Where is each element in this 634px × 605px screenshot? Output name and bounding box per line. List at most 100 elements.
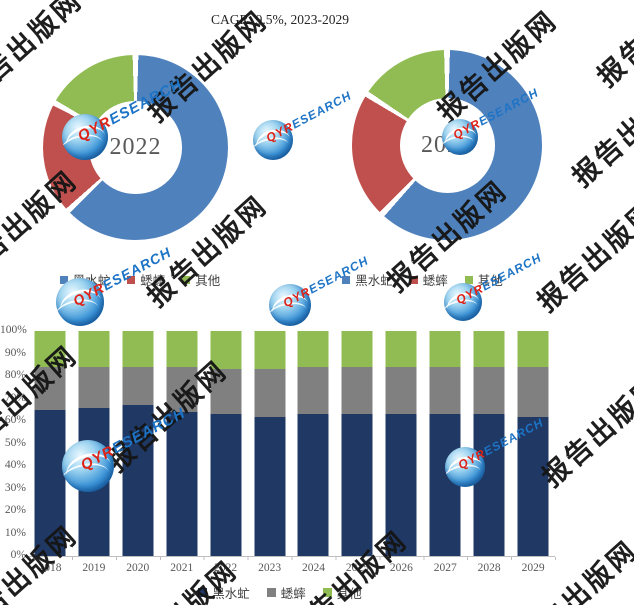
bar-segment-黑水虻-2023 [254,416,286,556]
globe-icon [442,119,478,155]
bar-segment-其他-2027 [429,331,461,367]
legend-swatch [127,275,136,284]
legend-swatch [198,588,208,597]
x-axis-label-2028: 2028 [477,562,501,574]
legend-swatch [182,275,191,284]
bar-segment-蟋蟀-2021 [166,367,198,412]
legend-item-其他: 其他 [322,583,362,602]
legend-label: 蟋蟀 [422,274,448,288]
bar-segment-其他-2018 [34,331,66,367]
watermark-stamp: 报告出版网 [531,194,634,318]
bar-segment-黑水虻-2018 [34,409,66,556]
globe-icon [56,278,104,326]
legend-label: 其他 [477,274,503,288]
bar-segment-其他-2022 [210,331,242,370]
bar-segment-黑水虻-2026 [385,414,417,556]
stacked-bar-2029 [517,331,549,556]
stacked-bar-2024 [297,331,329,556]
y-tick-label: 30% [4,481,26,494]
bar-segment-其他-2024 [297,331,329,367]
bar-slot-2027 [423,331,467,556]
y-tick-label: 0% [10,549,26,561]
qyresearch-logo-text: QYRESEARCH [264,88,354,145]
watermark-stamp: 报告出版网 [591,0,634,93]
bar-segment-其他-2020 [122,331,154,367]
y-tick-label: 20% [4,504,26,516]
bar-segment-其他-2025 [341,331,373,367]
bar-slot-2028 [467,331,511,556]
stacked-bar-2025 [341,331,373,556]
stacked-bar-2028 [473,331,505,556]
legend-item-蟋蟀: 蟋蟀 [127,270,165,289]
bar-slot-2029 [511,331,555,556]
stacked-bar-2018 [34,331,66,556]
legend-label: 其他 [195,274,221,288]
legend-label: 蟋蟀 [140,274,166,288]
x-axis-label-2024: 2024 [301,562,325,574]
globe-icon [269,284,311,326]
y-tick-label: 80% [4,369,26,381]
y-tick-label: 60% [4,414,26,426]
x-axis-label-2026: 2026 [389,562,413,574]
legend-swatch [59,275,68,284]
bar-slot-2025 [335,331,379,556]
legend-label: 黑水虻 [355,274,393,288]
y-tick-label: 70% [4,391,26,404]
legend-swatch [409,275,418,284]
bar-slot-2023 [248,331,292,556]
chart-title: CAGR: 9.5%, 2023-2029 [211,12,349,27]
bar-segment-蟋蟀-2028 [473,367,505,415]
bar-chart-plot-area [28,331,555,557]
bar-slot-2026 [379,331,423,556]
legend-item-黑水虻: 黑水虻 [198,583,250,602]
bar-segment-蟋蟀-2024 [297,367,329,415]
stacked-bar-2021 [166,331,198,556]
bar-slot-2020 [116,331,160,556]
bar-slot-2024 [292,331,336,556]
y-tick-label: 90% [4,346,26,359]
x-axis-label-2029: 2029 [521,562,545,574]
x-axis-label-2019: 2019 [82,562,106,574]
y-tick-label: 50% [4,436,26,449]
legend-item-黑水虻: 黑水虻 [342,270,393,289]
bar-segment-其他-2023 [254,331,286,370]
y-tick-label: 100% [0,324,27,336]
bar-segment-蟋蟀-2019 [78,367,110,408]
x-axis-label-2021: 2021 [170,562,194,574]
legend-item-其他: 其他 [182,270,220,289]
bar-segment-黑水虻-2020 [122,405,154,556]
x-axis-label-2020: 2020 [126,562,150,574]
globe-icon [253,120,293,160]
stacked-bar-2022 [210,331,242,556]
legend-item-蟋蟀: 蟋蟀 [409,270,448,289]
bar-segment-黑水虻-2024 [297,414,329,556]
bar-segment-蟋蟀-2020 [122,367,154,406]
bar-segment-黑水虻-2028 [473,414,505,556]
bar-segment-蟋蟀-2025 [341,367,373,415]
bar-segment-其他-2029 [517,331,549,367]
bar-segment-黑水虻-2021 [166,412,198,556]
bar-segment-其他-2028 [473,331,505,367]
legend-swatch [266,588,276,597]
x-axis-label-2027: 2027 [433,562,457,574]
bar-segment-蟋蟀-2029 [517,367,549,417]
bar-segment-黑水虻-2029 [517,416,549,556]
bar-segment-黑水虻-2022 [210,414,242,556]
bar-chart-legend: 黑水虻 蟋蟀 其他 [0,583,560,602]
bar-segment-其他-2026 [385,331,417,367]
legend-item-蟋蟀: 蟋蟀 [266,583,306,602]
bar-segment-蟋蟀-2026 [385,367,417,415]
globe-icon [62,114,108,160]
x-axis-label-2023: 2023 [258,562,282,574]
bar-segment-蟋蟀-2022 [210,369,242,415]
stacked-bar-2027 [429,331,461,556]
bar-slot-2018 [28,331,72,556]
legend-swatch [322,588,332,597]
stacked-bar-2020 [122,331,154,556]
bar-segment-其他-2019 [78,331,110,367]
x-axis-label-2025: 2025 [345,562,369,574]
legend-swatch [464,275,473,284]
bar-segment-其他-2021 [166,331,198,367]
legend-label: 其他 [336,587,362,601]
x-axis-label-2018: 2018 [38,562,62,574]
